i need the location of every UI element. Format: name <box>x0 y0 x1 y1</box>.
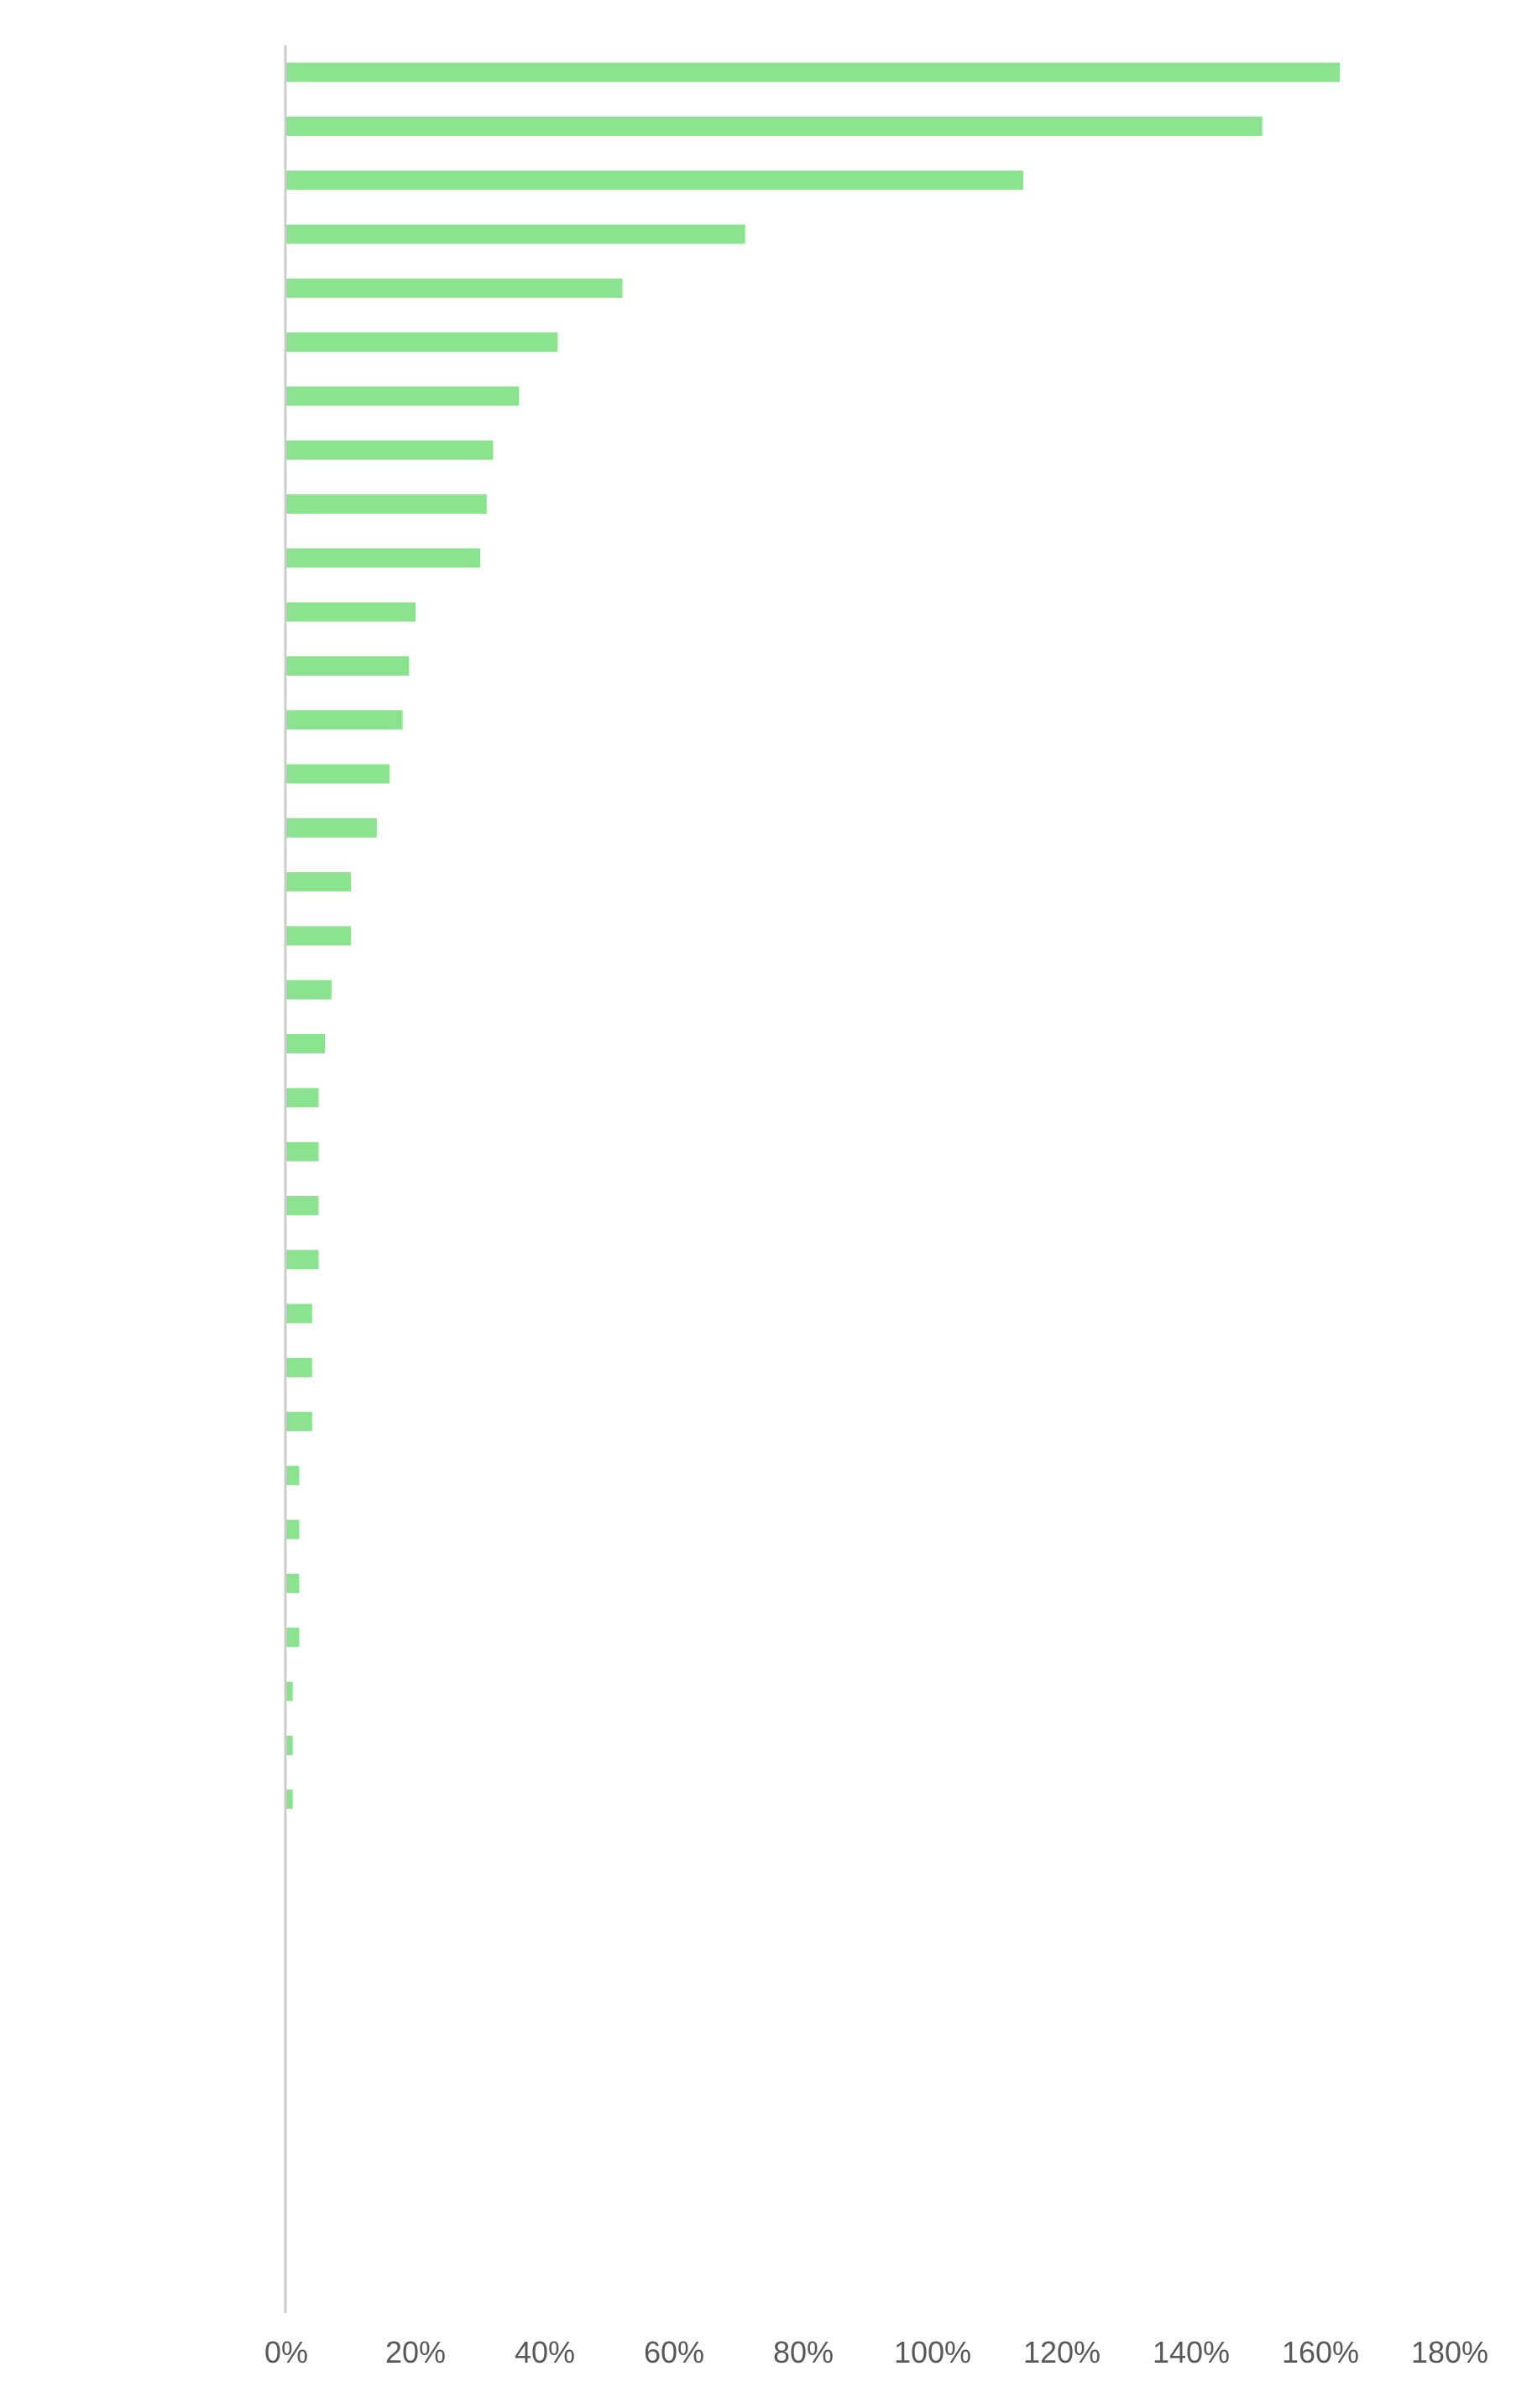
x-tick-label: 60% <box>644 2335 704 2369</box>
x-tick-label: 140% <box>1153 2335 1230 2369</box>
x-tick-label: 80% <box>773 2335 834 2369</box>
bar-12 <box>286 656 410 676</box>
bar-19 <box>286 1034 326 1054</box>
bar-17 <box>286 926 351 946</box>
x-tick-label: 40% <box>515 2335 575 2369</box>
bar-14 <box>286 764 390 784</box>
bar-22 <box>286 1195 319 1215</box>
bar-18 <box>286 979 332 1000</box>
bar-30 <box>286 1627 300 1648</box>
bar-4 <box>286 224 745 244</box>
bars-group <box>286 62 1341 1810</box>
bar-26 <box>286 1412 312 1432</box>
bar-3 <box>286 170 1023 191</box>
bar-8 <box>286 440 494 460</box>
x-tick-labels: 0% 20% 40% 60% 80% 100% 120% 140% 160% 180% <box>264 2335 1488 2369</box>
x-tick-label: 0% <box>264 2335 308 2369</box>
bar-23 <box>286 1250 319 1270</box>
bar-6 <box>286 332 558 353</box>
bar-21 <box>286 1141 319 1162</box>
bar-32 <box>286 1735 293 1755</box>
x-tick-label: 100% <box>894 2335 971 2369</box>
bar-25 <box>286 1357 312 1377</box>
x-tick-label: 180% <box>1411 2335 1488 2369</box>
bar-33 <box>286 1789 293 1810</box>
bar-5 <box>286 278 623 298</box>
bar-11 <box>286 602 416 622</box>
bar-28 <box>286 1519 300 1539</box>
bar-31 <box>286 1681 293 1701</box>
bar-29 <box>286 1574 300 1594</box>
x-tick-label: 20% <box>385 2335 446 2369</box>
bar-9 <box>286 494 487 515</box>
bar-7 <box>286 386 520 406</box>
x-tick-label: 160% <box>1282 2335 1359 2369</box>
x-tick-label: 120% <box>1023 2335 1101 2369</box>
bar-24 <box>286 1303 312 1324</box>
bar-13 <box>286 710 403 730</box>
bar-10 <box>286 548 480 568</box>
bar-16 <box>286 872 351 892</box>
bar-20 <box>286 1088 319 1108</box>
bar-15 <box>286 817 377 838</box>
bar-27 <box>286 1465 300 1486</box>
bar-2 <box>286 116 1263 136</box>
bar-1 <box>286 62 1341 82</box>
